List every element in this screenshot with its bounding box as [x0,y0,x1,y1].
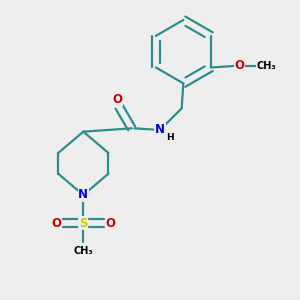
Text: CH₃: CH₃ [74,246,93,256]
Text: N: N [78,188,88,202]
Text: N: N [155,124,165,136]
Text: O: O [51,217,61,230]
Text: S: S [79,217,88,230]
Text: O: O [234,59,244,72]
Text: CH₃: CH₃ [256,61,276,71]
Text: H: H [166,133,174,142]
Text: O: O [112,93,122,106]
Text: O: O [106,217,116,230]
